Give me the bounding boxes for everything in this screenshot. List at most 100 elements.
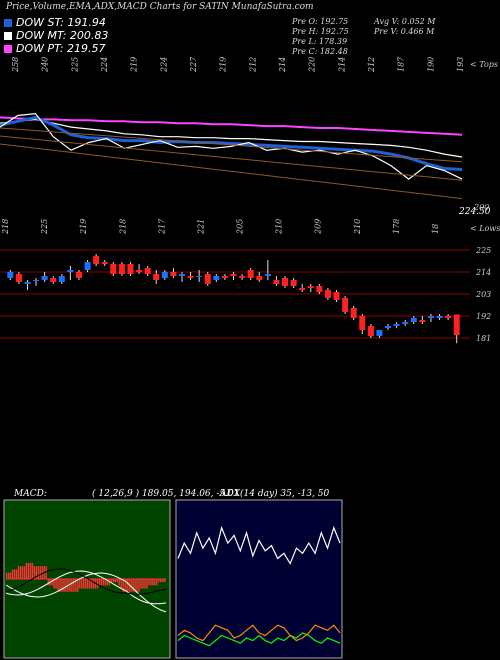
price-tag: 224.50 <box>458 207 491 217</box>
macd-bar <box>148 579 150 586</box>
ema-series-line <box>0 112 463 180</box>
macd-bar <box>142 579 144 589</box>
candle-body <box>299 288 306 290</box>
macd-bar <box>88 579 91 589</box>
top-bottom-tick: 200 <box>473 203 489 212</box>
price-tick-label: 181 <box>476 334 491 343</box>
macd-bar <box>29 563 32 579</box>
macd-bar <box>71 579 73 592</box>
candlesticks <box>7 254 460 344</box>
macd-bar <box>98 579 101 586</box>
candle-body <box>453 314 460 336</box>
legend-item-dow-st: DOW ST: 191.94 <box>4 16 106 29</box>
price-tick-label: 192 <box>476 312 491 321</box>
candle-body <box>33 280 40 281</box>
candle-body <box>419 320 426 322</box>
candle-body <box>58 276 65 282</box>
macd-bar <box>104 579 107 586</box>
avg-volume: Avg V: 0.052 M <box>374 17 436 26</box>
extra-ma-line <box>0 135 463 181</box>
macd-bar <box>23 566 26 579</box>
macd-bar <box>86 579 89 589</box>
macd-bar <box>96 579 99 589</box>
candle-body <box>161 272 168 278</box>
mid-value-label: 210 <box>275 219 284 235</box>
macd-bar <box>33 566 36 579</box>
macd-label: MACD: <box>13 489 47 499</box>
legend-label-dow-pt: DOW PT: 219.57 <box>16 42 106 55</box>
macd-bar <box>83 579 85 589</box>
macd-bar <box>90 579 93 589</box>
top-value-label: 225 <box>70 57 79 73</box>
macd-bar <box>132 579 134 592</box>
macd-bar <box>128 579 130 592</box>
candle-body <box>136 270 143 272</box>
macd-bar <box>118 579 120 586</box>
candle-body <box>93 256 100 264</box>
macd-bar <box>154 579 156 586</box>
candle-body <box>187 276 194 278</box>
top-value-label: 187 <box>397 56 406 72</box>
adx-series-line <box>177 632 341 647</box>
macd-bar <box>47 579 49 586</box>
candle-body <box>282 278 289 286</box>
macd-bar <box>69 579 71 592</box>
prev-volume: Pre V: 0.466 M <box>374 27 435 36</box>
candle-body <box>427 316 434 318</box>
candle-body <box>213 276 220 280</box>
candle-body <box>436 316 443 318</box>
macd-bar <box>144 579 146 589</box>
macd-bar <box>41 566 43 579</box>
candle-body <box>324 290 331 298</box>
candle-body <box>24 282 31 284</box>
top-value-label: 219 <box>130 57 139 73</box>
macd-bar <box>146 579 148 589</box>
macd-bar <box>100 579 103 586</box>
candle-body <box>445 316 452 318</box>
top-value-labels: 258 240 225 224 219 224 227 219 212 214 220 214 212 1… <box>11 56 465 73</box>
mid-value-label: 210 <box>353 219 362 235</box>
macd-bar <box>130 579 132 592</box>
lows-label: < Lows <box>470 224 500 233</box>
macd-bar <box>122 579 124 592</box>
ema-series-line <box>0 115 463 171</box>
candle-body <box>221 276 228 278</box>
candle-body <box>333 292 340 300</box>
mid-value-label: 178 <box>392 219 401 234</box>
macd-bar <box>152 579 154 586</box>
candle-body <box>307 286 314 288</box>
legend-item-dow-pt: DOW PT: 219.57 <box>4 42 106 55</box>
mid-value-labels: 218 225 219 218 217 221 205 210 209 210 178 18 <box>1 218 440 235</box>
macd-bar <box>7 572 10 579</box>
candle-body <box>178 274 185 276</box>
candle-body <box>41 276 48 280</box>
macd-bar <box>77 579 79 592</box>
candle-body <box>127 264 134 274</box>
macd-values: ( 12,26,9 ) 189.05, 194.06, -5.01 <box>92 488 239 499</box>
candle-body <box>410 318 417 322</box>
macd-bar <box>27 563 30 579</box>
candle-body <box>204 274 211 284</box>
macd-bar <box>59 579 61 592</box>
macd-bar <box>63 579 65 592</box>
candle-body <box>393 324 400 326</box>
legend-item-dow-mt: DOW MT: 200.83 <box>4 29 108 42</box>
macd-bar <box>81 579 83 589</box>
candle-body <box>376 330 383 336</box>
mid-value-label: 221 <box>196 219 205 235</box>
candle-body <box>264 274 271 276</box>
top-value-label: 258 <box>11 57 20 73</box>
macd-bar <box>150 579 152 586</box>
top-value-label: 220 <box>308 57 317 73</box>
price-tick-label: 225 <box>475 246 491 255</box>
macd-bar <box>25 563 28 579</box>
candle-body <box>385 326 392 328</box>
macd-bar <box>116 579 118 583</box>
macd-bar <box>55 579 57 589</box>
macd-bar <box>110 579 113 583</box>
candle-body <box>273 280 280 284</box>
adx-panel <box>175 499 343 659</box>
macd-bar <box>114 579 117 583</box>
candle-body <box>67 270 74 272</box>
legend-swatch-dow-mt <box>4 32 12 40</box>
